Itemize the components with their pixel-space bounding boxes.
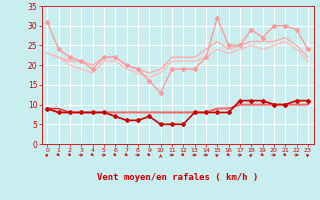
X-axis label: Vent moyen/en rafales ( km/h ): Vent moyen/en rafales ( km/h )	[97, 173, 258, 182]
